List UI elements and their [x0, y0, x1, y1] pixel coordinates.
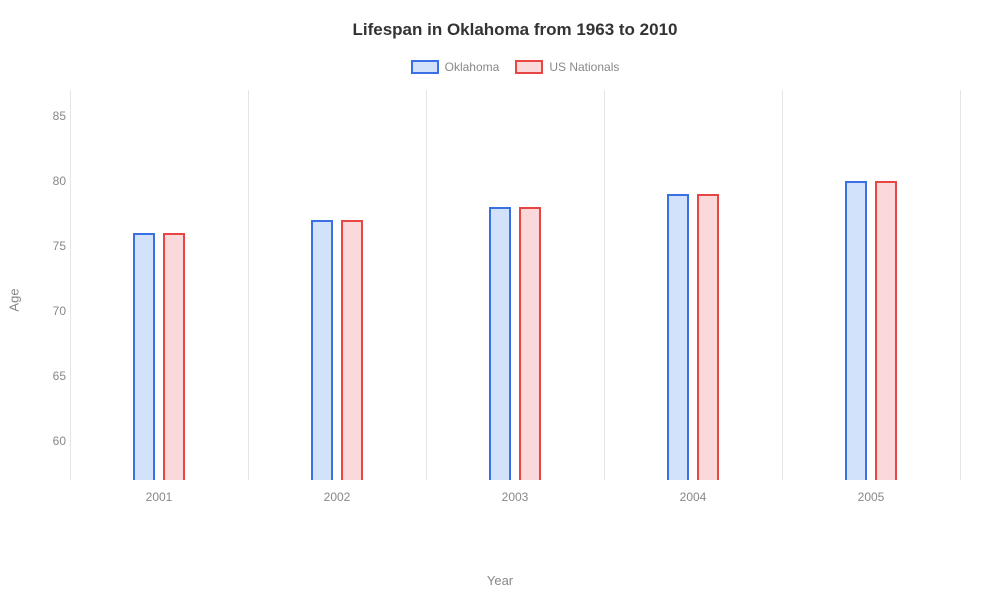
- x-tick: 2004: [680, 490, 707, 504]
- x-tick: 2002: [324, 490, 351, 504]
- bar: [133, 233, 155, 480]
- bar: [875, 181, 897, 480]
- legend-swatch-us-nationals: [515, 60, 543, 74]
- legend-label-us-nationals: US Nationals: [549, 60, 619, 74]
- bar: [311, 220, 333, 480]
- legend-label-oklahoma: Oklahoma: [445, 60, 500, 74]
- bar: [341, 220, 363, 480]
- y-tick: 70: [32, 304, 66, 318]
- y-tick: 85: [32, 109, 66, 123]
- y-axis-label: Age: [7, 288, 22, 311]
- x-tick: 2003: [502, 490, 529, 504]
- bar: [845, 181, 867, 480]
- y-tick: 75: [32, 239, 66, 253]
- plot-area: 60657075808520012002200320042005: [70, 90, 960, 480]
- gridline-v: [426, 90, 427, 480]
- x-tick: 2001: [146, 490, 173, 504]
- chart-container: Lifespan in Oklahoma from 1963 to 2010 O…: [0, 0, 1000, 600]
- chart-title: Lifespan in Oklahoma from 1963 to 2010: [70, 20, 960, 40]
- legend-swatch-oklahoma: [411, 60, 439, 74]
- gridline-v: [604, 90, 605, 480]
- y-tick: 60: [32, 434, 66, 448]
- bar: [697, 194, 719, 480]
- bar: [489, 207, 511, 480]
- x-axis-label: Year: [487, 573, 513, 588]
- x-tick: 2005: [858, 490, 885, 504]
- legend-item-us-nationals: US Nationals: [515, 60, 619, 74]
- legend-item-oklahoma: Oklahoma: [411, 60, 500, 74]
- gridline-v: [782, 90, 783, 480]
- gridline-v: [248, 90, 249, 480]
- y-tick: 80: [32, 174, 66, 188]
- gridline-v: [70, 90, 71, 480]
- plot: 60657075808520012002200320042005: [70, 90, 960, 510]
- gridline-v: [960, 90, 961, 480]
- y-tick: 65: [32, 369, 66, 383]
- bar: [519, 207, 541, 480]
- bar: [667, 194, 689, 480]
- bar: [163, 233, 185, 480]
- legend: Oklahoma US Nationals: [70, 60, 960, 74]
